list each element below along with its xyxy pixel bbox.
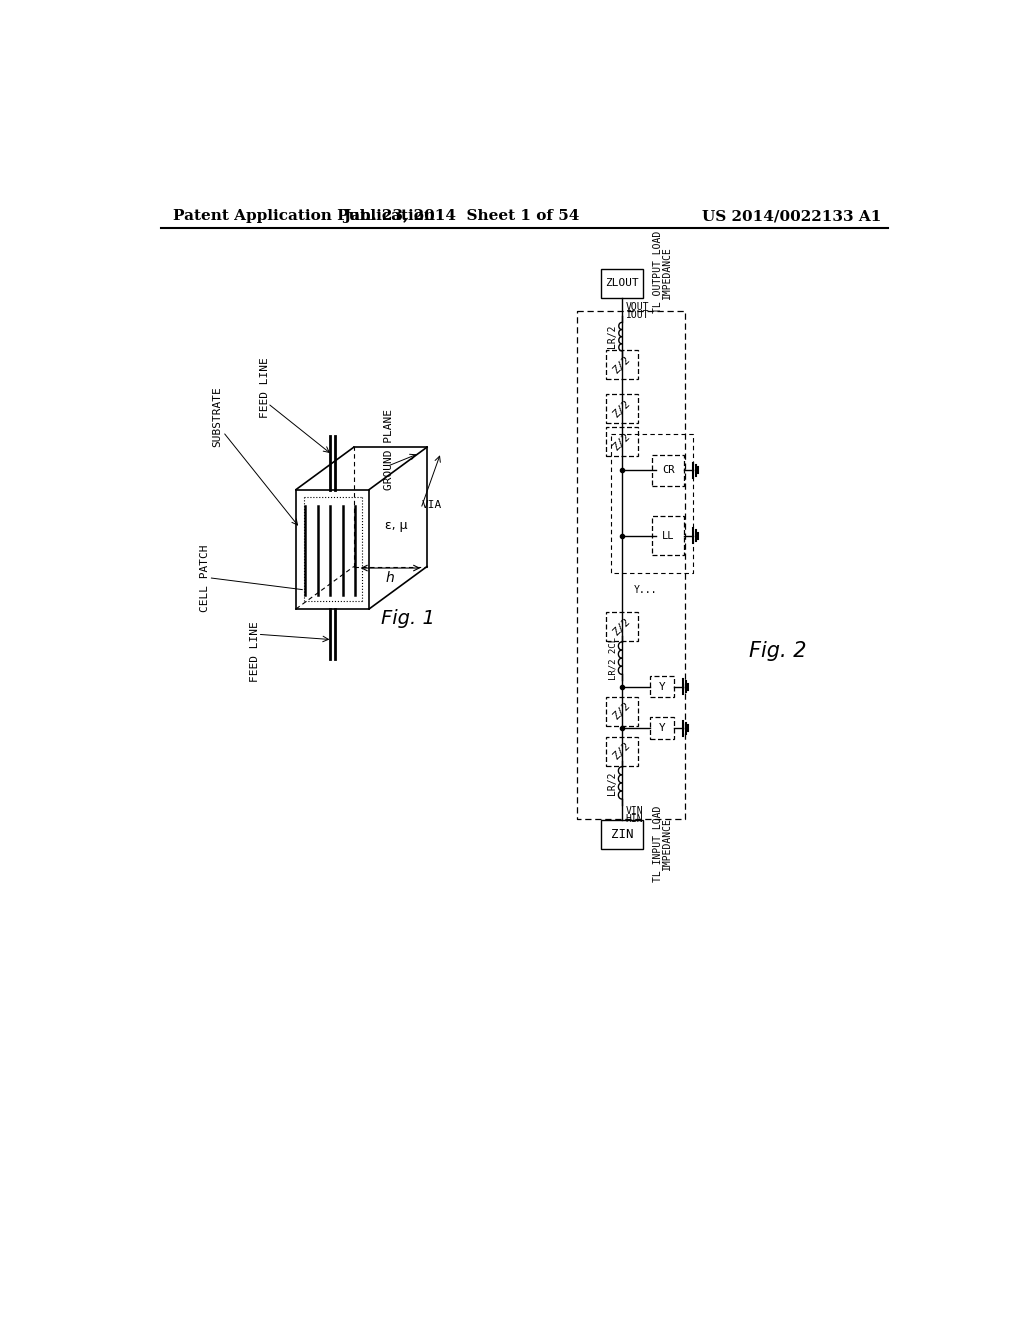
Text: CR: CR [662,465,674,475]
Text: Patent Application Publication: Patent Application Publication [173,209,435,223]
Text: FEED LINE: FEED LINE [260,358,270,418]
Text: h: h [386,572,394,585]
Text: GROUND PLANE: GROUND PLANE [384,409,393,490]
Bar [605,737,638,766]
Text: LL: LL [662,531,674,541]
Text: ZLOUT: ZLOUT [605,279,639,288]
Text: VIA: VIA [422,500,442,510]
Text: Z/2: Z/2 [611,432,633,453]
Bar [601,820,643,849]
Text: Y: Y [658,681,666,692]
Bar [605,612,638,642]
Bar [605,350,638,379]
Text: IMPEDANCE: IMPEDANCE [662,246,672,298]
Text: Jan. 23, 2014  Sheet 1 of 54: Jan. 23, 2014 Sheet 1 of 54 [343,209,580,223]
Text: CELL PATCH: CELL PATCH [201,544,210,611]
Text: SUBSTRATE: SUBSTRATE [213,385,222,446]
Bar [605,428,638,457]
Bar [652,455,684,486]
Text: Z/2: Z/2 [611,354,633,375]
Bar [605,395,638,424]
Text: LR/2: LR/2 [607,325,617,348]
Text: Fig. 2: Fig. 2 [749,642,806,661]
Text: TL INPUT LOAD: TL INPUT LOAD [652,805,663,882]
Text: VIN: VIN [626,807,643,816]
Text: Z/2: Z/2 [611,616,633,638]
Text: TL OUTPUT LOAD: TL OUTPUT LOAD [652,231,663,313]
Text: LR/2: LR/2 [607,771,617,795]
Text: ZIN: ZIN [610,828,633,841]
Text: IOUT: IOUT [626,310,649,319]
Text: Fig. 1: Fig. 1 [381,610,435,628]
Text: US 2014/0022133 A1: US 2014/0022133 A1 [701,209,882,223]
Text: Z/2: Z/2 [611,741,633,762]
Text: Z/2: Z/2 [611,701,633,722]
Text: Z/2: Z/2 [611,397,633,420]
Bar [652,516,684,554]
Text: LR/2 2CL: LR/2 2CL [608,636,617,680]
Text: VOUT: VOUT [626,302,649,312]
Text: Y...: Y... [634,585,656,594]
Bar [605,697,638,726]
Text: FEED LINE: FEED LINE [250,620,260,681]
Text: Y: Y [658,723,666,733]
Text: IMPEDANCE: IMPEDANCE [662,817,672,870]
Bar [649,718,674,739]
Text: ε, μ: ε, μ [385,519,408,532]
Text: HIN: HIN [626,814,643,824]
Bar [601,268,643,298]
Bar [649,676,674,697]
